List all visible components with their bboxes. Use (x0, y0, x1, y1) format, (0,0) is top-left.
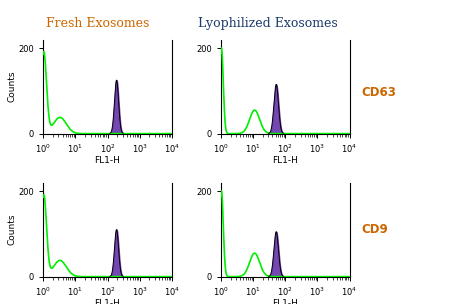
X-axis label: FL1-H: FL1-H (272, 299, 298, 304)
Text: Fresh Exosomes: Fresh Exosomes (46, 17, 149, 30)
X-axis label: FL1-H: FL1-H (272, 157, 298, 165)
Text: CD63: CD63 (361, 86, 396, 99)
Text: CD9: CD9 (361, 223, 388, 236)
Y-axis label: Counts: Counts (8, 214, 17, 245)
Text: Lyophilized Exosomes: Lyophilized Exosomes (198, 17, 338, 30)
X-axis label: FL1-H: FL1-H (94, 157, 120, 165)
X-axis label: FL1-H: FL1-H (94, 299, 120, 304)
Y-axis label: Counts: Counts (8, 71, 17, 102)
